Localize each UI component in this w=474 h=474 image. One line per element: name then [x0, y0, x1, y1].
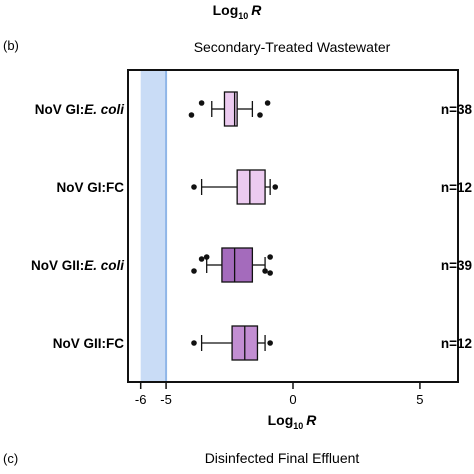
outlier-point	[262, 268, 268, 274]
outlier-point	[188, 112, 195, 118]
n-label: n=12	[441, 180, 472, 195]
category-label: NoV GII:FC	[53, 336, 124, 351]
category-label-suffix: E. coli	[84, 102, 124, 117]
series-box-2: NoV GI:FC n=12	[57, 169, 472, 205]
series-box-3: NoV GII:E. coli n=39	[31, 247, 472, 283]
shaded-band	[140, 70, 167, 382]
n-label: n=38	[441, 102, 473, 117]
n-label: n=12	[441, 336, 472, 351]
outlier-point	[272, 184, 279, 190]
outlier-point	[264, 100, 271, 106]
x-tick-label: 5	[416, 392, 423, 407]
panel-c-label: (c)	[3, 451, 18, 466]
panel-c-title: Disinfected Final Effluent	[205, 450, 360, 466]
x-tick-label: 0	[289, 392, 296, 407]
category-label-prefix: NoV GII:	[31, 258, 84, 273]
outlier-point	[257, 112, 263, 118]
outlier-point	[267, 270, 273, 276]
panel-b-label: (b)	[3, 38, 19, 53]
top-axis-title: Log10 R	[213, 2, 263, 21]
outlier-point	[198, 256, 205, 262]
category-label: NoV GI:FC	[57, 180, 125, 195]
outlier-point	[191, 184, 197, 190]
outlier-point	[267, 340, 273, 346]
x-tick-label: -5	[160, 392, 172, 407]
iqr-box	[236, 169, 266, 205]
series-box-1: NoV GI:E. coli n=38	[35, 91, 473, 127]
category-label: NoV GII:E. coli	[31, 258, 124, 273]
outlier-point	[203, 254, 210, 260]
iqr-box	[221, 247, 254, 283]
category-label-prefix: NoV GII:FC	[53, 336, 124, 351]
plot-frame	[127, 69, 459, 383]
outlier-point	[198, 100, 205, 106]
x-tick-label: -6	[135, 392, 147, 407]
outlier-point	[191, 340, 197, 346]
category-label-suffix: E. coli	[84, 258, 124, 273]
series-box-4: NoV GII:FC n=12	[53, 325, 472, 361]
x-axis-ticks: -6 -5 0 5	[135, 382, 424, 407]
n-label: n=39	[441, 258, 472, 273]
chart-title: Secondary-Treated Wastewater	[194, 39, 391, 55]
outlier-point	[267, 254, 273, 260]
outlier-point	[191, 268, 197, 274]
category-label: NoV GI:E. coli	[35, 102, 125, 117]
category-label-prefix: NoV GI:	[35, 102, 85, 117]
x-axis-title: Log10 R	[268, 412, 318, 431]
category-label-prefix: NoV GI:FC	[57, 180, 125, 195]
